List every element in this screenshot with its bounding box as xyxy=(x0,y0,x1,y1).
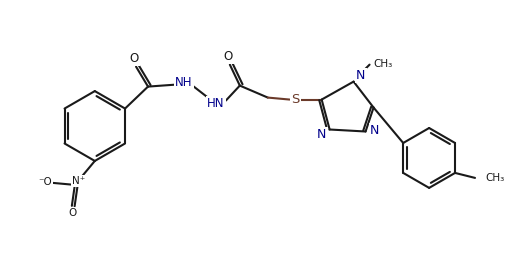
Text: O: O xyxy=(69,208,77,218)
Text: S: S xyxy=(292,93,300,106)
Text: N: N xyxy=(356,69,365,82)
Text: N: N xyxy=(317,128,326,141)
Text: O: O xyxy=(130,52,139,65)
Text: HN: HN xyxy=(207,97,225,110)
Text: O: O xyxy=(223,50,233,63)
Text: CH₃: CH₃ xyxy=(485,173,504,183)
Text: CH₃: CH₃ xyxy=(373,59,393,69)
Text: NH: NH xyxy=(175,76,193,89)
Text: N⁺: N⁺ xyxy=(72,176,85,186)
Text: ⁻O: ⁻O xyxy=(38,177,52,187)
Text: N: N xyxy=(370,124,379,137)
